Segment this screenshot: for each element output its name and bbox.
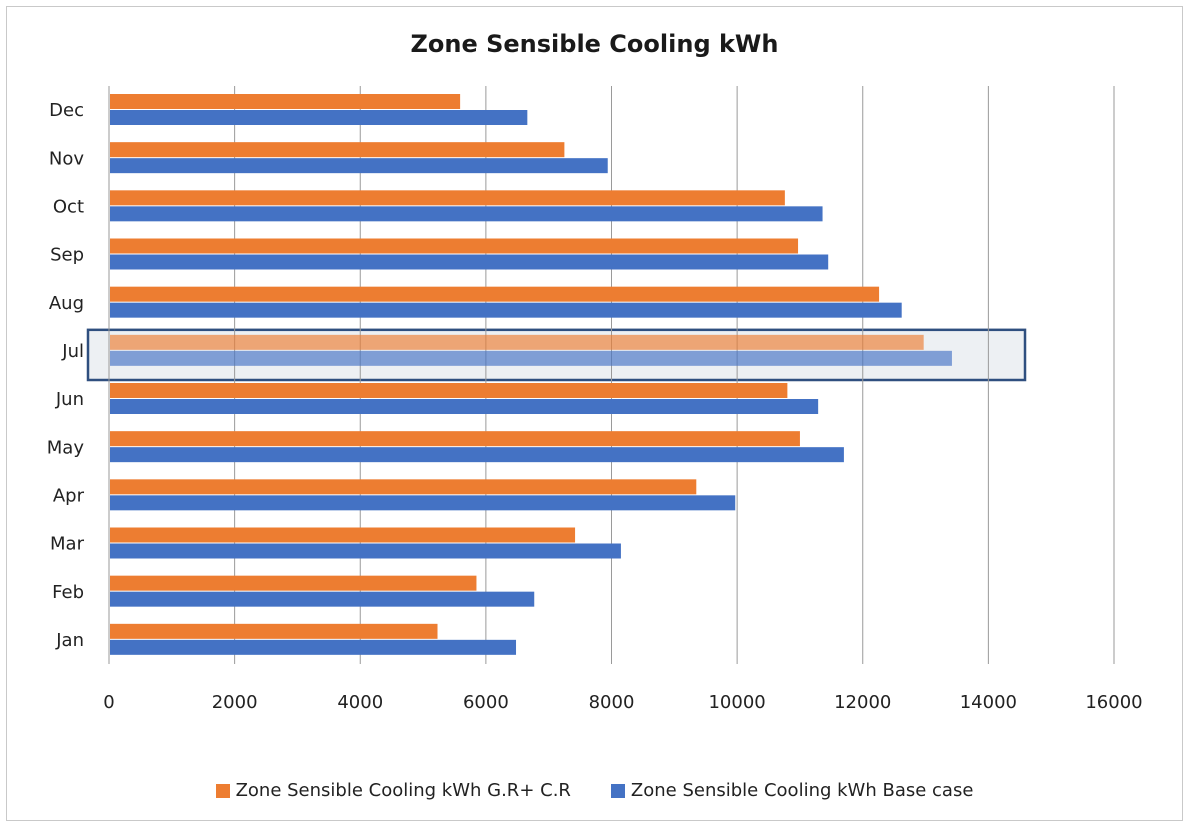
y-tick-label: May <box>47 437 85 458</box>
y-tick-label: Jan <box>55 630 84 651</box>
bar-feb-series-2 <box>110 591 535 607</box>
bar-aug-series-1 <box>110 286 880 302</box>
legend-label-series-1: Zone Sensible Cooling kWh G.R+ C.R <box>235 780 571 801</box>
legend-item-series-2: Zone Sensible Cooling kWh Base case <box>610 780 974 801</box>
y-tick-label: Nov <box>49 148 84 169</box>
x-tick-label: 12000 <box>834 692 891 713</box>
y-tick-label: Apr <box>53 485 85 506</box>
bar-apr-series-1 <box>110 479 697 495</box>
x-tick-label: 16000 <box>1085 692 1142 713</box>
x-tick-label: 10000 <box>708 692 765 713</box>
x-tick-label: 4000 <box>337 692 383 713</box>
bar-mar-series-2 <box>110 543 621 559</box>
y-tick-label: Jun <box>55 389 84 410</box>
bar-jul-series-2 <box>110 350 952 366</box>
chart-title: Zone Sensible Cooling kWh <box>410 30 779 58</box>
legend-swatch-series-1 <box>215 783 230 798</box>
bar-dec-series-2 <box>110 110 528 125</box>
legend-swatch-series-2 <box>610 783 625 798</box>
x-tick-label: 6000 <box>463 692 509 713</box>
y-tick-label: Sep <box>50 245 84 266</box>
y-tick-label: Dec <box>49 100 84 121</box>
bar-nov-series-1 <box>110 142 565 158</box>
y-tick-label: Aug <box>49 293 84 314</box>
bar-may-series-2 <box>110 447 844 463</box>
bar-feb-series-1 <box>110 575 477 591</box>
bar-aug-series-2 <box>110 302 902 318</box>
bar-jun-series-2 <box>110 399 819 414</box>
y-tick-label: Mar <box>50 534 85 555</box>
bar-mar-series-1 <box>110 527 576 543</box>
bar-oct-series-1 <box>110 190 785 206</box>
y-tick-label: Jul <box>61 341 84 362</box>
x-tick-label: 2000 <box>212 692 258 713</box>
bar-jan-series-1 <box>110 623 438 639</box>
bar-apr-series-2 <box>110 495 736 511</box>
legend-label-series-2: Zone Sensible Cooling kWh Base case <box>630 780 974 801</box>
bar-nov-series-2 <box>110 158 608 174</box>
x-tick-label: 0 <box>103 692 114 713</box>
x-tick-label: 14000 <box>960 692 1017 713</box>
y-tick-label: Feb <box>52 582 84 603</box>
bar-jun-series-1 <box>110 383 788 398</box>
bar-oct-series-2 <box>110 206 823 222</box>
bar-sep-series-1 <box>110 238 799 254</box>
bar-jul-series-1 <box>110 334 924 350</box>
bar-jan-series-2 <box>110 639 517 655</box>
bar-dec-series-1 <box>110 94 461 109</box>
bar-may-series-1 <box>110 431 800 447</box>
x-tick-label: 8000 <box>589 692 635 713</box>
y-tick-label: Oct <box>53 196 84 217</box>
legend-item-series-1: Zone Sensible Cooling kWh G.R+ C.R <box>215 780 571 801</box>
legend: Zone Sensible Cooling kWh G.R+ C.R Zone … <box>0 780 1189 801</box>
bar-sep-series-2 <box>110 254 829 270</box>
